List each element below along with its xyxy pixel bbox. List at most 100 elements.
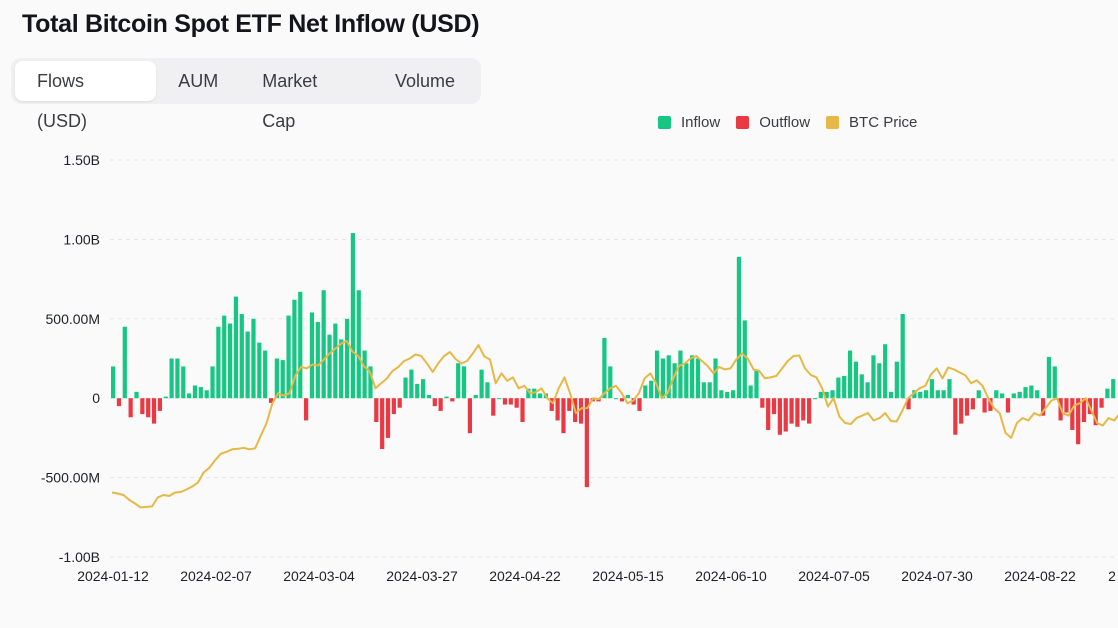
inflow-bar (918, 391, 923, 399)
inflow-bar (233, 296, 239, 399)
outflow-bar (567, 398, 572, 411)
outflow-bar (1070, 398, 1075, 430)
inflow-bar (362, 350, 367, 399)
inflow-bar (1029, 385, 1034, 399)
tab-flows[interactable]: Flows (USD) (15, 61, 157, 131)
inflow-bar (883, 344, 888, 399)
inflow-bar (227, 323, 233, 399)
inflow-bar (210, 366, 215, 399)
inflow-bar (1023, 387, 1028, 399)
outflow-bar (619, 398, 625, 402)
inflow-bar (836, 377, 841, 399)
inflow-bar (660, 358, 665, 399)
outflow-bar (982, 398, 987, 413)
inflow-bar (900, 314, 905, 399)
inflow-bar (111, 366, 116, 399)
outflow-bar (157, 398, 162, 411)
inflow-bar (298, 291, 303, 399)
inflow-bar (941, 390, 946, 399)
inflow-bar (321, 290, 326, 399)
inflow-bar (1046, 356, 1052, 399)
inflow-bar (263, 350, 268, 399)
outflow-bar (116, 398, 122, 407)
inflow-bar (239, 314, 244, 399)
inflow-bar (654, 350, 660, 399)
inflow-bar (1011, 393, 1016, 399)
inflow-bar (649, 380, 654, 399)
inflow-bar (204, 390, 209, 399)
x-tick-label: 2024-08-22 (1004, 568, 1076, 584)
inflow-bar (719, 390, 724, 399)
x-tick-label: 2024-03-04 (283, 568, 355, 584)
inflow-bar (1105, 388, 1110, 399)
x-tick-label: 2024-01-12 (77, 568, 149, 584)
inflow-bar (859, 374, 864, 399)
inflow-bar (695, 358, 701, 399)
inflow-bar (169, 358, 174, 399)
inflow-bar (894, 361, 899, 399)
inflow-bar (403, 377, 408, 399)
inflow-bar (818, 391, 823, 399)
inflow-bar (122, 326, 127, 399)
tab-volume[interactable]: Volume (394, 71, 455, 91)
outflow-bar (637, 398, 642, 411)
inflow-bar (350, 233, 356, 399)
inflow-bar (473, 395, 478, 399)
x-tick-label: 2024-07-05 (798, 568, 870, 584)
inflow-swatch (658, 116, 671, 129)
inflow-bar (163, 396, 168, 399)
inflow-bar (181, 366, 186, 399)
inflow-bar (935, 390, 940, 399)
outflow-bar (789, 398, 794, 424)
inflow-bar (736, 256, 742, 399)
inflow-bar (192, 385, 198, 399)
inflow-bar (625, 395, 630, 399)
outflow-bar (1005, 398, 1011, 413)
outflow-bar (555, 398, 560, 421)
inflow-bar (713, 358, 718, 399)
outflow-bar (771, 398, 777, 415)
inflow-bar (684, 363, 689, 399)
outflow-bar (807, 398, 812, 424)
outflow-bar (760, 398, 765, 408)
outflow-bar (1099, 398, 1104, 408)
inflow-bar (608, 366, 613, 399)
inflow-bar (344, 318, 350, 399)
inflow-bar (1111, 379, 1116, 399)
inflow-bar (251, 318, 256, 399)
btc-price-line (111, 340, 1118, 509)
inflow-bar (865, 382, 870, 399)
inflow-bar (274, 358, 279, 399)
legend-item-outflow[interactable]: Outflow (736, 114, 810, 131)
legend-item-inflow[interactable]: Inflow (658, 114, 720, 131)
inflow-bar (175, 358, 180, 399)
outflow-bar (953, 398, 958, 435)
outflow-bar (1081, 398, 1087, 423)
inflow-bar (853, 361, 859, 399)
inflow-bar (216, 326, 221, 399)
legend-label-inflow: Inflow (681, 114, 721, 131)
outflow-bar (1040, 398, 1046, 416)
x-tick-label: 2024-03-27 (386, 568, 458, 584)
outflow-bar (304, 398, 309, 421)
tab-market-cap[interactable]: Market Cap (262, 71, 318, 131)
outflow-bar (374, 398, 379, 423)
inflow-bar (830, 390, 835, 399)
legend-item-btc-price[interactable]: BTC Price (826, 114, 917, 131)
outflow-bar (380, 398, 385, 450)
inflow-bar (257, 342, 262, 399)
inflow-bar (923, 390, 929, 399)
outflow-swatch (736, 116, 750, 129)
inflow-bar (842, 375, 847, 399)
inflow-bar (725, 391, 730, 399)
inflow-bar (947, 379, 952, 399)
outflow-bar (391, 398, 396, 415)
outflow-bar (151, 398, 157, 424)
outflow-bar (1076, 398, 1081, 445)
tab-aum[interactable]: AUM (178, 71, 219, 91)
x-tick-label: 2024-04-22 (489, 568, 561, 584)
inflow-bar (824, 391, 829, 399)
btc-price-swatch (826, 116, 840, 129)
inflow-bar (976, 390, 981, 399)
outflow-bar (959, 398, 964, 424)
